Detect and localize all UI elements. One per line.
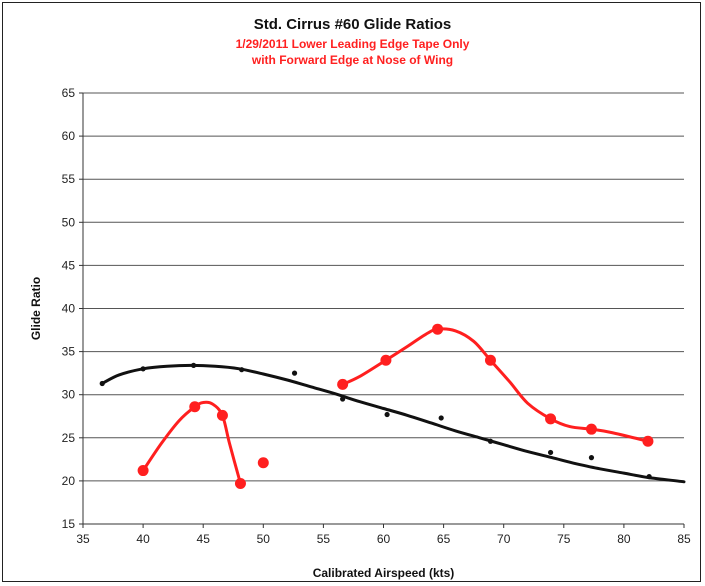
data-point: [189, 401, 201, 413]
data-point: [588, 455, 595, 461]
x-tick-label: 35: [76, 532, 90, 546]
x-tick-label: 75: [557, 532, 571, 546]
axes: [79, 92, 685, 528]
data-point: [291, 370, 298, 376]
trend-curve-1: [100, 363, 686, 484]
y-tick-label: 25: [62, 431, 76, 445]
data-points: [99, 323, 654, 489]
y-tick-label: 55: [62, 172, 76, 186]
chart-subtitle-line-2: with Forward Edge at Nose of Wing: [251, 53, 454, 67]
data-point: [337, 378, 349, 390]
data-point: [585, 423, 597, 435]
data-point: [234, 477, 246, 489]
y-tick-label: 15: [62, 517, 76, 531]
data-point: [216, 409, 228, 421]
y-tick-label: 65: [62, 86, 76, 100]
y-tick-label: 35: [62, 345, 76, 359]
tick-labels: 15 20 25 30 35 40 45 50 55 60 65 35 40 45 50 55 60 65 70 75…: [62, 86, 691, 546]
data-point: [257, 457, 269, 469]
data-point: [545, 413, 557, 425]
data-point: [340, 396, 346, 402]
x-tick-label: 65: [437, 532, 451, 546]
data-point: [190, 362, 197, 368]
data-point: [432, 323, 444, 335]
y-tick-label: 45: [62, 258, 76, 272]
x-tick-label: 85: [677, 532, 691, 546]
data-point: [239, 367, 245, 373]
x-tick-label: 60: [377, 532, 391, 546]
data-point: [547, 449, 554, 456]
x-tick-label: 40: [136, 532, 150, 546]
y-tick-label: 60: [62, 129, 76, 143]
x-tick-label: 50: [257, 532, 271, 546]
data-point: [487, 438, 494, 444]
y-tick-label: 30: [62, 388, 76, 402]
chart-subtitle-line-1: 1/29/2011 Lower Leading Edge Tape Only: [235, 37, 470, 51]
data-point: [384, 411, 390, 418]
x-axis-label: Calibrated Airspeed (kts): [313, 566, 455, 580]
y-tick-label: 40: [62, 302, 76, 316]
trend-curve-5: [341, 327, 650, 443]
y-tick-label: 50: [62, 215, 76, 229]
data-point: [646, 473, 652, 480]
data-point: [380, 354, 392, 366]
y-tick-label: 20: [62, 474, 76, 488]
data-point: [99, 380, 105, 387]
x-tick-label: 70: [497, 532, 511, 546]
x-tick-label: 80: [617, 532, 631, 546]
data-point: [484, 354, 496, 366]
chart-title: Std. Cirrus #60 Glide Ratios: [253, 16, 452, 33]
data-point: [137, 465, 149, 477]
x-tick-label: 55: [317, 532, 331, 546]
x-tick-label: 45: [197, 532, 211, 546]
data-point: [438, 415, 444, 421]
grid-lines: [83, 92, 684, 482]
data-point: [140, 366, 146, 372]
data-point: [642, 435, 654, 447]
y-axis-label: Glide Ratio: [29, 277, 43, 340]
trend-curve-3: [141, 400, 242, 485]
